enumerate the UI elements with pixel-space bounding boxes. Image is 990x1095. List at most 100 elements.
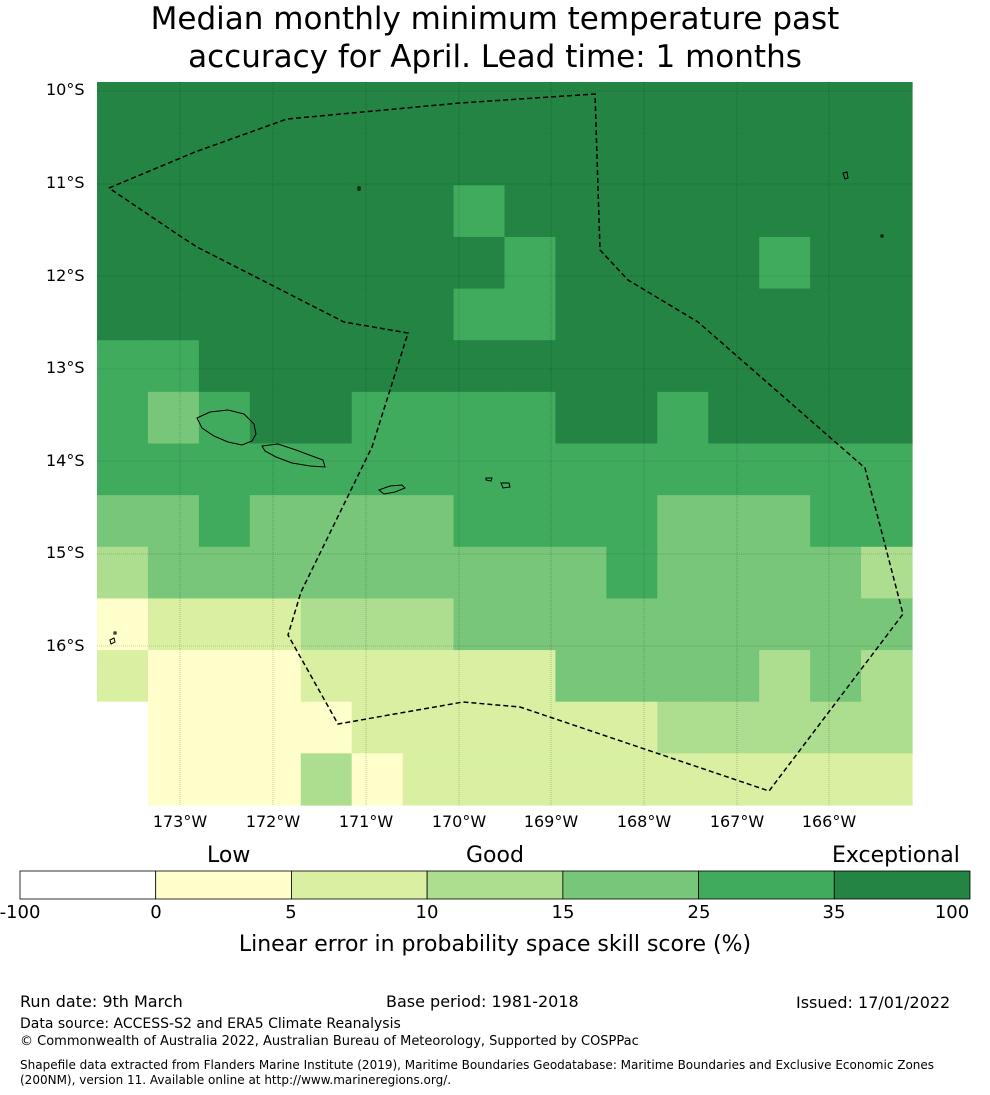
grid-cell — [300, 236, 353, 290]
grid-cell — [810, 391, 862, 445]
title-line-1: Median monthly minimum temperature past — [150, 1, 840, 37]
category-low: Low — [207, 843, 251, 868]
colorbar-tick-4: 15 — [551, 902, 575, 923]
lat-label-0: 10°S — [46, 80, 85, 99]
colorbar-tick-5: 25 — [687, 902, 711, 923]
grid-cell — [453, 701, 506, 754]
grid-cell — [861, 288, 913, 341]
grid-cell — [504, 546, 557, 600]
category-exceptional: Exceptional — [832, 843, 960, 868]
grid-cell — [198, 340, 251, 393]
grid-cell — [759, 598, 811, 651]
issued-date: Issued: 17/01/2022 — [796, 993, 951, 1012]
chart-title: Median monthly minimum temperature past … — [0, 0, 990, 76]
title-line-2: accuracy for April. Lead time: 1 months — [188, 39, 802, 75]
grid-cell — [555, 443, 607, 496]
lat-label-2: 12°S — [46, 266, 85, 285]
grid-cell — [147, 443, 200, 496]
grid-cell — [402, 340, 455, 393]
grid-cell — [810, 701, 862, 754]
lat-label-5: 15°S — [46, 543, 85, 562]
grid-cell — [861, 753, 913, 806]
grid-cell — [504, 495, 557, 548]
grid-cell — [759, 443, 811, 496]
copyright: © Commonwealth of Australia 2022, Austra… — [20, 1034, 639, 1049]
grid-cell — [810, 185, 862, 238]
grid-cell — [300, 185, 353, 238]
island-small-4 — [113, 631, 117, 635]
grid-cell — [97, 391, 149, 445]
grid-cell — [97, 288, 149, 341]
grid-cell — [198, 495, 251, 548]
colorbar-swatch — [155, 870, 292, 900]
grid-cell — [504, 391, 557, 445]
grid-cell — [198, 236, 251, 290]
grid-cell — [453, 443, 506, 496]
grid-cell — [657, 340, 709, 393]
grid-cell — [861, 701, 913, 754]
grid-cell — [198, 82, 251, 135]
grid-cell — [249, 185, 302, 238]
grid-cell — [147, 391, 200, 445]
data-source: Data source: ACCESS-S2 and ERA5 Climate … — [20, 1016, 401, 1032]
grid-cell — [351, 391, 404, 445]
grid-cell — [504, 82, 557, 135]
grid-cell — [402, 391, 455, 445]
grid-cell — [351, 288, 404, 341]
island-small-3 — [109, 637, 116, 645]
grid-cell — [249, 236, 302, 290]
grid-cell — [708, 598, 760, 651]
island-tutuila — [377, 484, 406, 495]
grid-cell — [759, 340, 811, 393]
grid-cell — [453, 495, 506, 548]
grid-cell — [555, 495, 607, 548]
grid-cell — [97, 753, 149, 806]
colorbar-swatch — [426, 870, 564, 900]
grid-cell — [249, 701, 302, 754]
grid-cell — [810, 598, 862, 651]
grid-cell — [861, 236, 913, 290]
grid-cell — [708, 236, 760, 290]
grid-cell — [810, 133, 862, 186]
grid-cell — [453, 340, 506, 393]
grid-cell — [657, 236, 709, 290]
grid-cell — [198, 701, 251, 754]
island-swains — [842, 171, 849, 180]
grid-cell — [504, 133, 557, 186]
grid-cell — [198, 598, 251, 651]
grid-cell — [606, 133, 658, 186]
grid-cell — [198, 288, 251, 341]
grid-cell — [453, 185, 506, 238]
grid-cell — [198, 391, 251, 445]
grid-cell — [759, 701, 811, 754]
grid-cell — [708, 82, 760, 135]
grid-cell — [97, 236, 149, 290]
grid-cell — [249, 288, 302, 341]
grid-cell — [810, 443, 862, 496]
grid-cell — [198, 546, 251, 600]
grid-cell — [657, 82, 709, 135]
grid-cell — [504, 753, 557, 806]
grid-cell — [351, 340, 404, 393]
lon-label-2: 171°W — [338, 812, 394, 831]
lat-label-3: 13°S — [46, 358, 85, 377]
grid-cell — [351, 650, 404, 703]
grid-cell — [708, 443, 760, 496]
grid-cell — [402, 133, 455, 186]
grid-cell — [147, 133, 200, 186]
colorbar-tick-3: 10 — [415, 902, 439, 923]
grid-cell — [555, 236, 607, 290]
grid-cell — [606, 236, 658, 290]
colorbar-swatch — [562, 870, 699, 900]
grid-cell — [402, 546, 455, 600]
grid-cell — [504, 185, 557, 238]
island-small-1 — [357, 186, 361, 191]
grid-cell — [759, 236, 811, 290]
grid-cell — [198, 753, 251, 806]
run-date: Run date: 9th March — [20, 992, 183, 1011]
grid-cell — [147, 598, 200, 651]
grid-cell — [402, 495, 455, 548]
grid-cell — [402, 650, 455, 703]
grid-cell — [147, 340, 200, 393]
grid-cell — [300, 443, 353, 496]
